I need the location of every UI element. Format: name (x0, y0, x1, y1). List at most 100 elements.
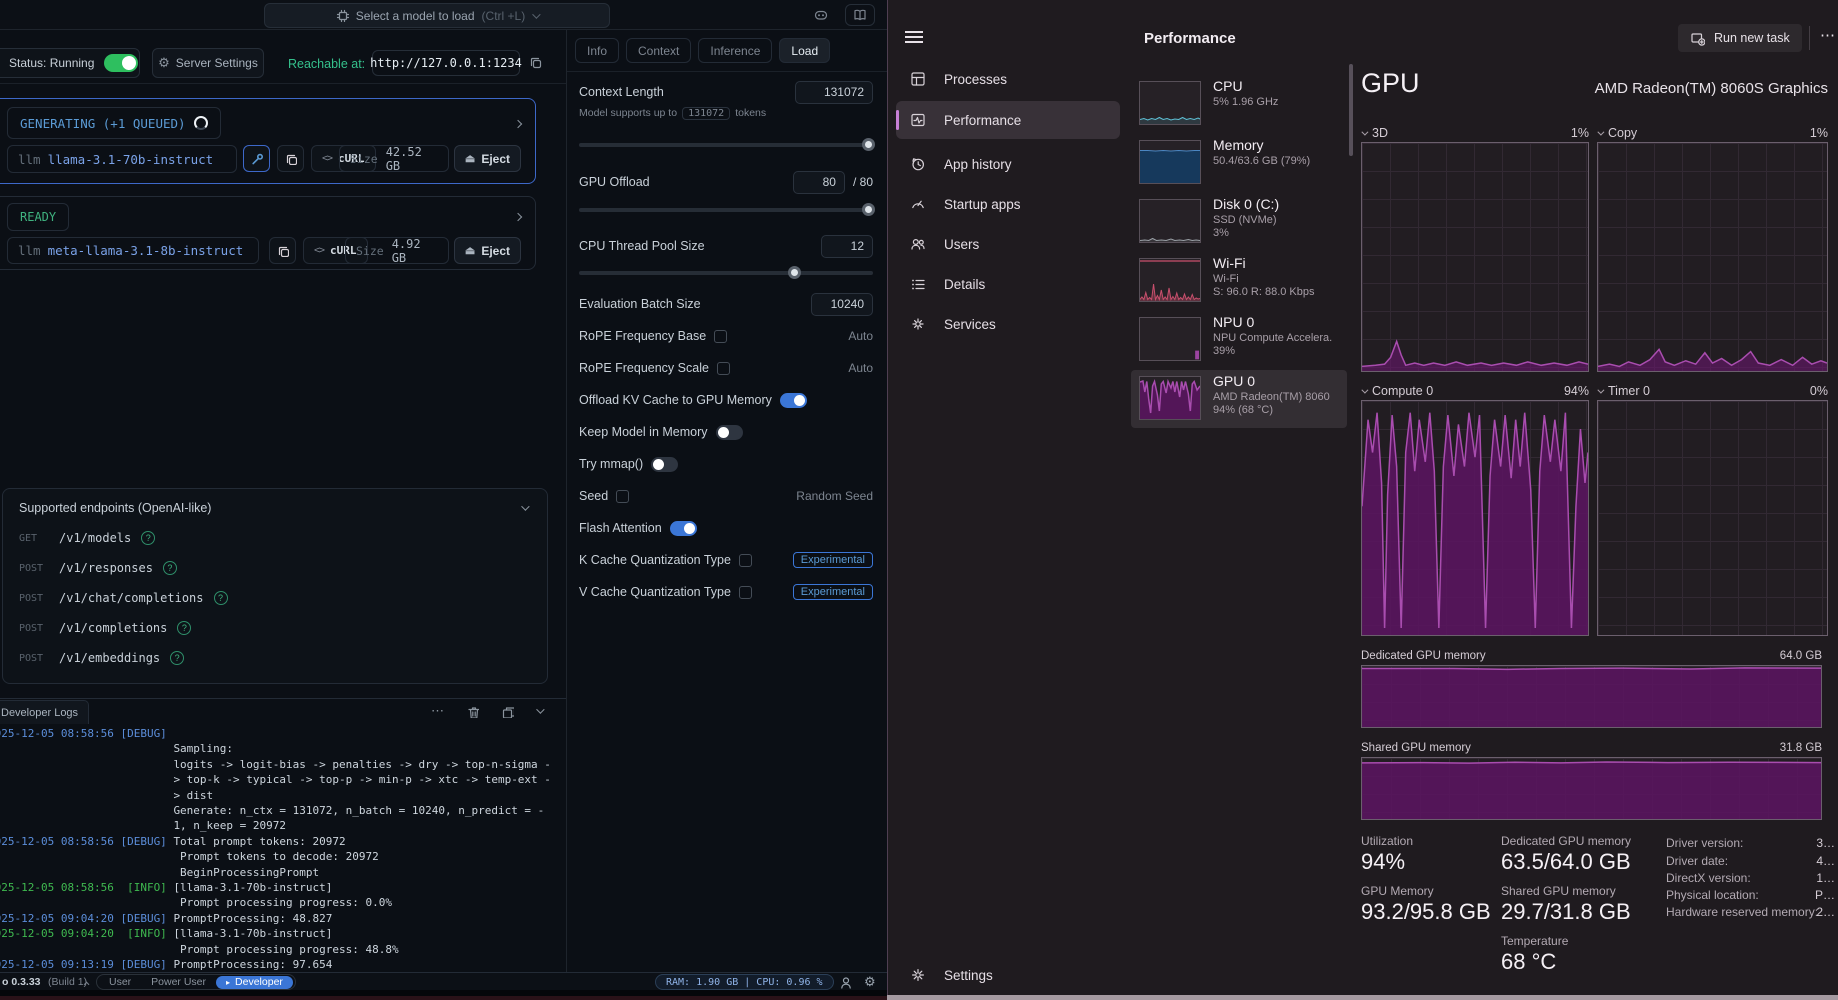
sidebar-item-settings[interactable]: Settings (896, 956, 1120, 994)
gpu-copy-chart (1597, 142, 1828, 372)
device-item-gpu[interactable]: GPU 0 AMD Radeon(TM) 806094% (68 °C) (1131, 370, 1347, 428)
new-task-icon (1690, 31, 1705, 46)
chart-timer-label[interactable]: Timer 0 (1597, 384, 1650, 398)
model-card-ready[interactable]: READY llm meta-llama-3.1-8b-instruct <> … (0, 196, 536, 270)
model-name[interactable]: llm meta-llama-3.1-8b-instruct (7, 237, 259, 264)
help-icon[interactable]: ? (177, 621, 191, 635)
sidebar-item-users[interactable]: Users (896, 225, 1120, 263)
keep-model-toggle[interactable] (716, 425, 743, 440)
help-icon[interactable]: ? (163, 561, 177, 575)
eject-button[interactable]: ⏏ Eject (454, 237, 521, 264)
mode-power-user[interactable]: Power User (141, 976, 216, 988)
sidebar-item-services[interactable]: Services (896, 305, 1120, 343)
book-icon (852, 7, 868, 23)
gpu-memory-value: 93.2/95.8 GB (1361, 899, 1491, 925)
cpu-threads-input[interactable]: 12 (821, 235, 873, 258)
chart-copy-label[interactable]: Copy (1597, 126, 1637, 140)
eject-button[interactable]: ⏏ Eject (454, 145, 521, 172)
seed-checkbox[interactable] (616, 490, 629, 503)
chart-compute-label[interactable]: Compute 0 (1361, 384, 1433, 398)
trash-icon[interactable] (466, 705, 479, 718)
spinner-icon (194, 116, 208, 130)
mode-developer[interactable]: ▸Developer (216, 976, 293, 989)
eval-batch-row: Evaluation Batch Size 10240 (579, 292, 873, 316)
copy-model-button[interactable] (277, 145, 304, 172)
model-card-generating[interactable]: GENERATING (+1 QUEUED) llm llama-3.1-70b… (0, 98, 536, 184)
help-icon[interactable]: ? (170, 651, 184, 665)
reachable-label: Reachable at: (288, 57, 365, 71)
settings-gear-icon[interactable]: ⚙ (864, 974, 876, 990)
eval-batch-input[interactable]: 10240 (811, 293, 873, 316)
mode-user[interactable]: User (99, 976, 141, 988)
processes-icon (910, 71, 926, 87)
model-name[interactable]: llm llama-3.1-70b-instruct (7, 145, 237, 173)
sidebar-item-processes[interactable]: Processes (896, 60, 1120, 98)
chevron-down-icon[interactable] (521, 502, 529, 510)
tab-info[interactable]: Info (575, 38, 619, 63)
sidebar-item-app-history[interactable]: App history (896, 145, 1120, 183)
model-prefix: llm (18, 243, 41, 258)
log-lines[interactable]: 2025-12-05 08:58:56 [DEBUG] Sampling: lo… (0, 726, 563, 972)
device-item-npu[interactable]: NPU 0 NPU Compute Accelera.39% (1131, 311, 1347, 369)
driver-version-label: Driver version: (1666, 836, 1743, 850)
hint-suffix: tokens (735, 107, 766, 119)
server-toggle[interactable] (104, 54, 138, 72)
scrollbar[interactable] (1349, 64, 1353, 156)
tune-button[interactable] (243, 145, 270, 172)
device-item-cpu[interactable]: CPU 5% 1.96 GHz (1131, 75, 1347, 133)
sidebar-item-performance[interactable]: Performance (896, 101, 1120, 139)
k-cache-row: K Cache Quantization Type Experimental (579, 548, 873, 572)
chevron-right-icon[interactable] (514, 213, 522, 221)
menu-button[interactable] (905, 28, 923, 46)
app-build: (Build 1) (48, 976, 87, 988)
details-list-icon (910, 276, 926, 292)
server-url[interactable]: http://127.0.0.1:1234 (372, 50, 520, 76)
model-select-bar[interactable]: Select a model to load (Ctrl +L) (264, 3, 610, 28)
copy-model-button[interactable] (269, 237, 296, 264)
device-item-wifi[interactable]: Wi-Fi Wi-FiS: 96.0 R: 88.0 Kbps (1131, 252, 1347, 310)
context-length-slider[interactable] (579, 143, 873, 147)
sidebar-item-startup-apps[interactable]: Startup apps (896, 185, 1120, 223)
docs-button[interactable] (845, 4, 875, 26)
device-item-disk[interactable]: Disk 0 (C:) SSD (NVMe)3% (1131, 193, 1347, 251)
chart-3d-label[interactable]: 3D (1361, 126, 1388, 140)
sidebar-item-details[interactable]: Details (896, 265, 1120, 303)
device-item-memory[interactable]: Memory 50.4/63.6 GB (79%) (1131, 134, 1347, 192)
more-options-icon[interactable]: ⋯ (431, 703, 444, 719)
server-settings-button[interactable]: ⚙ Server Settings (152, 48, 264, 78)
flash-attention-toggle[interactable] (670, 521, 697, 536)
v-cache-checkbox[interactable] (739, 586, 752, 599)
sidebar-item-label: Users (944, 237, 979, 252)
rope-scale-row: RoPE Frequency Scale Auto (579, 356, 873, 380)
cpu-mini-chart (1139, 81, 1201, 125)
endpoint-row: POST /v1/responses ? (19, 559, 177, 577)
endpoint-path: /v1/embeddings (59, 651, 160, 665)
gpu-offload-input[interactable]: 80 (793, 171, 845, 194)
help-icon[interactable]: ? (141, 531, 155, 545)
tab-context[interactable]: Context (626, 38, 691, 63)
dedicated-memory-stat-label: Dedicated GPU memory (1501, 834, 1631, 848)
size-value: 42.52 GB (386, 145, 438, 173)
rope-scale-value: Auto (848, 361, 873, 375)
device-name: Memory (1213, 137, 1264, 153)
developer-logs-tab[interactable]: Developer Logs (0, 700, 89, 724)
endpoint-path: /v1/chat/completions (59, 591, 204, 605)
user-icon[interactable] (838, 975, 852, 989)
tab-load[interactable]: Load (779, 38, 830, 63)
chevron-right-icon[interactable] (514, 120, 522, 128)
copy-icon[interactable] (528, 55, 544, 71)
open-panel-icon[interactable] (501, 705, 514, 718)
rope-scale-checkbox[interactable] (717, 362, 730, 375)
help-icon[interactable]: ? (214, 591, 228, 605)
offload-kv-toggle[interactable] (780, 393, 807, 408)
try-mmap-toggle[interactable] (651, 457, 678, 472)
cpu-threads-slider[interactable] (579, 271, 873, 275)
more-options-icon[interactable]: ⋯ (1820, 26, 1836, 44)
tab-inference[interactable]: Inference (698, 38, 772, 63)
discord-button[interactable] (806, 4, 836, 26)
run-new-task-button[interactable]: Run new task (1678, 24, 1802, 52)
rope-base-checkbox[interactable] (714, 330, 727, 343)
collapse-logs-icon[interactable] (536, 705, 544, 713)
gpu-offload-slider[interactable] (579, 208, 873, 212)
k-cache-checkbox[interactable] (739, 554, 752, 567)
